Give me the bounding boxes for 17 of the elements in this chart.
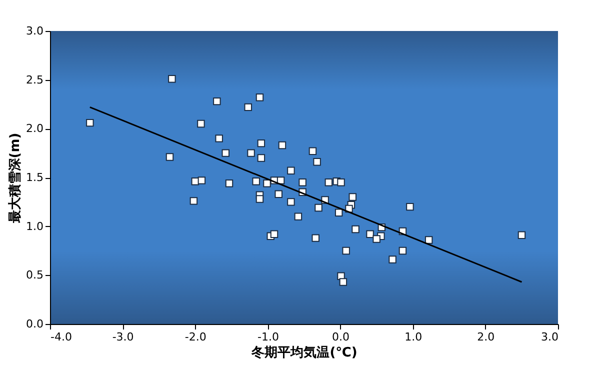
x-tick-label: 1.0 <box>404 330 422 344</box>
y-tick-label: 0.5 <box>26 268 44 282</box>
x-tick-label: -2.0 <box>184 330 206 344</box>
y-tick-label: 3.0 <box>26 24 44 38</box>
x-tick-label: -3.0 <box>112 330 134 344</box>
y-tick-label: 0.0 <box>26 318 44 330</box>
y-tick-label: 1.0 <box>26 220 44 233</box>
x-axis-title: 冬期平均気温(℃) <box>250 346 358 360</box>
x-tick-label: -4.0 <box>50 330 72 344</box>
x-tick-label: 2.0 <box>477 330 495 344</box>
x-tick-label: 3.0 <box>541 330 558 344</box>
x-tick-label: -1.0 <box>257 330 279 344</box>
y-tick-label: 2.0 <box>26 122 44 136</box>
y-tick-label: 1.5 <box>26 171 44 184</box>
y-tick-label: 2.5 <box>26 73 44 86</box>
x-tick-label: 0.0 <box>332 330 350 344</box>
y-axis-title: 最大積雪深(m) <box>8 132 24 224</box>
